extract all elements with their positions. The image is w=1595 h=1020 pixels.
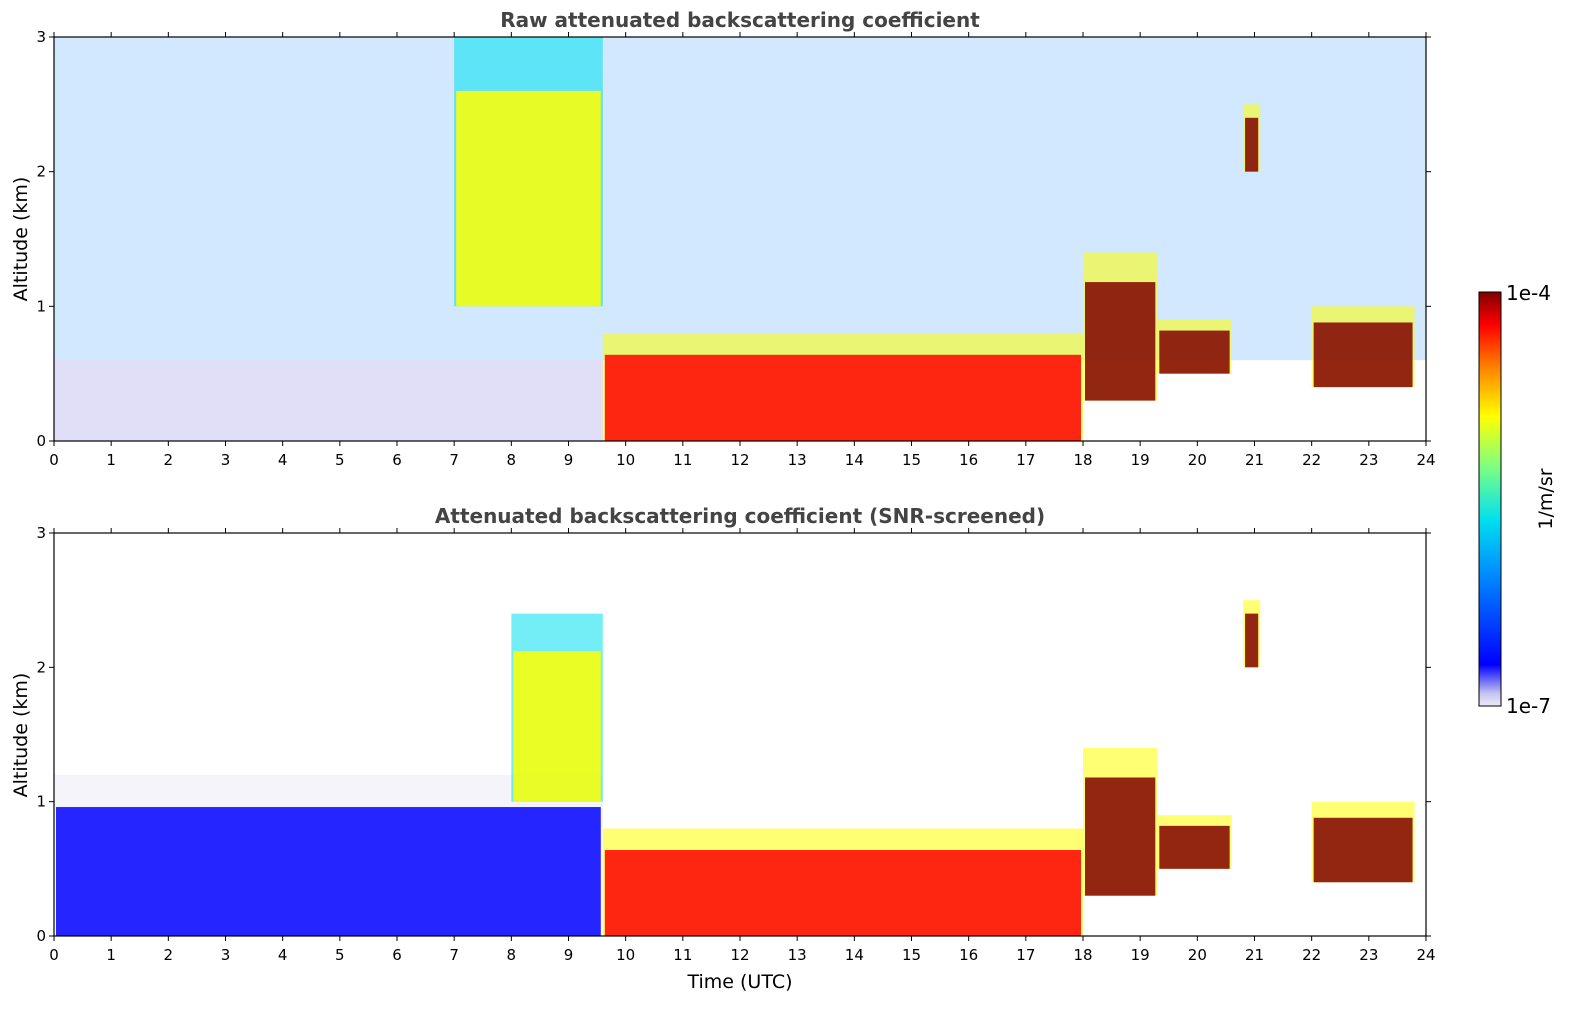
- y-tick-label: 1: [36, 297, 46, 315]
- x-tick-label: 8: [507, 451, 517, 469]
- x-tick-label: 6: [392, 451, 402, 469]
- x-tick-label: 5: [335, 946, 345, 964]
- heatmap-feature-core: [1313, 817, 1413, 883]
- x-tick-label: 0: [49, 946, 59, 964]
- x-axis-raw: 0 1 2 3 4 5 6 7 8 9 10 11 12 13 14 15 16 17 18 19 20 21 22 23 24: [49, 32, 1436, 469]
- x-tick-label: 9: [564, 946, 574, 964]
- x-tick-label: 15: [902, 946, 921, 964]
- heatmap-feature-core: [604, 354, 1081, 441]
- x-tick-label: 22: [1302, 946, 1321, 964]
- heatmap-feature-core: [1085, 282, 1156, 401]
- x-tick-label: 3: [221, 451, 231, 469]
- y-tick-label: 2: [36, 163, 46, 181]
- x-tick-label: 8: [507, 946, 517, 964]
- x-tick-label: 13: [788, 451, 807, 469]
- x-tick-label: 12: [730, 451, 749, 469]
- x-tick-label: 22: [1302, 451, 1321, 469]
- x-tick-label: 10: [616, 946, 635, 964]
- heatmap-feature-core: [1085, 777, 1156, 896]
- heatmap-feature-core: [1159, 825, 1230, 869]
- x-tick-label: 1: [106, 946, 116, 964]
- heatmap-feature-core: [1313, 322, 1413, 388]
- x-tick-label: 16: [959, 946, 978, 964]
- y-tick-label: 3: [36, 28, 46, 46]
- y-tick-label: 1: [36, 793, 46, 811]
- y-tick-label: 2: [36, 658, 46, 676]
- heatmap-feature-core: [604, 850, 1081, 936]
- x-tick-label: 11: [673, 946, 692, 964]
- x-tick-label: 12: [730, 946, 749, 964]
- colorbar-max-label: 1e-4: [1506, 281, 1551, 305]
- x-tick-label: 5: [335, 451, 345, 469]
- x-tick-label: 19: [1131, 451, 1150, 469]
- x-tick-label: 3: [221, 946, 231, 964]
- heatmap-feature-core: [513, 651, 601, 802]
- x-tick-label: 21: [1245, 946, 1264, 964]
- x-tick-label: 6: [392, 946, 402, 964]
- heatmap-feature-core: [1245, 117, 1259, 172]
- x-tick-label: 17: [1016, 451, 1035, 469]
- y-tick-label: 0: [36, 432, 46, 450]
- x-tick-label: 23: [1359, 451, 1378, 469]
- x-tick-label: 13: [788, 946, 807, 964]
- x-tick-label: 21: [1245, 451, 1264, 469]
- x-tick-label: 14: [845, 946, 864, 964]
- x-tick-label: 24: [1416, 451, 1435, 469]
- y-axis-raw: 0 1 2 3: [36, 28, 1431, 450]
- x-tick-label: 7: [449, 451, 459, 469]
- heatmap-feature-core: [1245, 613, 1259, 668]
- y-axis-label-screened: Altitude (km): [10, 673, 32, 798]
- x-tick-label: 9: [564, 451, 574, 469]
- x-tick-label: 2: [164, 946, 174, 964]
- colorbar-unit-label: 1/m/sr: [1535, 468, 1557, 529]
- x-tick-label: 18: [1073, 946, 1092, 964]
- x-tick-label: 17: [1016, 946, 1035, 964]
- x-tick-label: 23: [1359, 946, 1378, 964]
- x-tick-label: 16: [959, 451, 978, 469]
- x-tick-label: 2: [164, 451, 174, 469]
- x-tick-label: 0: [49, 451, 59, 469]
- y-tick-label: 3: [36, 524, 46, 542]
- colorbar-min-label: 1e-7: [1506, 694, 1551, 718]
- x-tick-label: 18: [1073, 451, 1092, 469]
- chart-title-screened: Attenuated backscattering coefficient (S…: [435, 504, 1045, 528]
- x-tick-label: 7: [449, 946, 459, 964]
- chart-title-raw: Raw attenuated backscattering coefficien…: [500, 8, 980, 32]
- heatmap-feature-core: [56, 807, 601, 936]
- heatmap-raw: [54, 37, 1426, 441]
- x-tick-label: 20: [1188, 946, 1207, 964]
- x-axis-screened: 0 1 2 3 4 5 6 7 8 9 10 11 12 13 14 15 16 17 18 19 20 21 22 23 24: [49, 528, 1436, 964]
- x-tick-label: 19: [1131, 946, 1150, 964]
- x-tick-label: 14: [845, 451, 864, 469]
- heatmap-feature-core: [456, 90, 601, 307]
- heatmap-screened: [54, 600, 1415, 936]
- x-tick-label: 10: [616, 451, 635, 469]
- colorbar: [1478, 291, 1502, 707]
- y-tick-label: 0: [36, 927, 46, 945]
- x-axis-label: Time (UTC): [686, 971, 792, 993]
- x-tick-label: 15: [902, 451, 921, 469]
- y-axis-label-raw: Altitude (km): [10, 177, 32, 302]
- x-tick-label: 20: [1188, 451, 1207, 469]
- x-tick-label: 4: [278, 946, 288, 964]
- x-tick-label: 11: [673, 451, 692, 469]
- heatmap-feature-core: [1159, 330, 1230, 374]
- heatmap-background-band: [54, 360, 603, 441]
- heatmap-noise-band: [54, 37, 1426, 361]
- x-tick-label: 4: [278, 451, 288, 469]
- y-axis-screened: 0 1 2 3: [36, 524, 1431, 945]
- x-tick-label: 1: [106, 451, 116, 469]
- x-tick-label: 24: [1416, 946, 1435, 964]
